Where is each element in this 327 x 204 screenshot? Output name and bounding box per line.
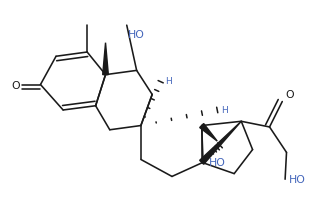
Text: HO: HO: [288, 174, 305, 184]
Text: O: O: [285, 89, 294, 99]
Polygon shape: [200, 122, 241, 164]
Polygon shape: [103, 43, 108, 75]
Text: HO: HO: [128, 30, 145, 40]
Text: H: H: [221, 105, 228, 114]
Text: O: O: [11, 80, 20, 90]
Text: HO: HO: [209, 157, 226, 167]
Text: H: H: [165, 76, 172, 85]
Polygon shape: [200, 124, 217, 141]
